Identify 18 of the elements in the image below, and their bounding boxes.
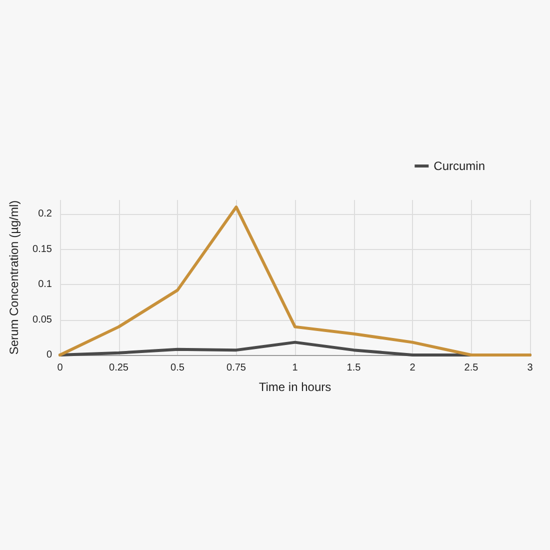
x-tick-label: 0.5: [170, 362, 185, 374]
x-tick-label: 1.5: [346, 362, 362, 374]
y-tick-label: 0.05: [32, 314, 52, 326]
line-series: [58, 206, 532, 356]
x-axis-title: Time in hours: [258, 380, 332, 394]
x-tick-label: 0.75: [226, 362, 246, 374]
x-tick-label: 2: [410, 362, 416, 374]
y-tick-label: 0.2: [38, 208, 52, 220]
y-tick-label: 0: [46, 350, 52, 360]
x-tick-label: 0: [57, 362, 64, 374]
y-tick-label: 0.1: [38, 279, 52, 290]
x-tick-label: 3: [527, 362, 534, 374]
x-tick-label: 2.5: [464, 362, 479, 374]
x-tick-label: 0.25: [109, 362, 129, 374]
y-axis-title: Serum Concentration (µg/ml): [7, 200, 21, 355]
x-tick-label: 1: [292, 362, 298, 374]
legend-label: Curcumin: [434, 159, 486, 173]
y-tick-label: 0.15: [32, 244, 52, 255]
